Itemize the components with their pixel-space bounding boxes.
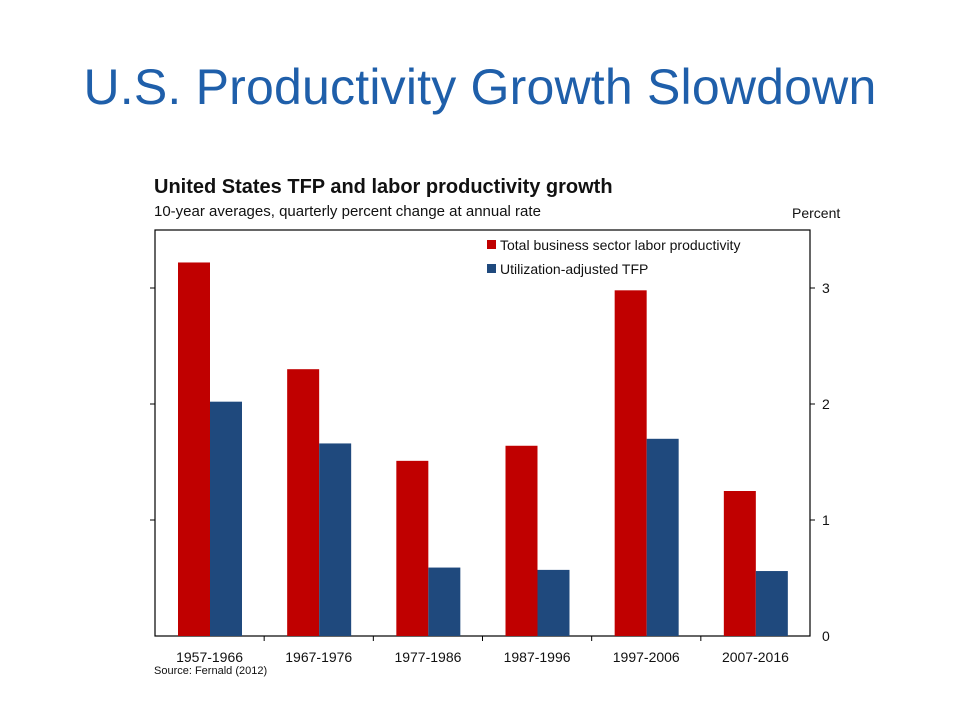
bar-tfp-1997-2006 [646,438,679,636]
bar-labor-productivity-1977-1986 [396,460,429,636]
y-tick-label: 3 [822,280,830,296]
y-tick-label: 2 [822,396,830,412]
x-axis: 1957-1966 1967-1976 1977-1986 1987-1996 1997… [176,636,789,665]
y-axis-unit-label: Percent [792,205,841,221]
bar-tfp-1987-1996 [537,569,570,636]
bar-labor-productivity-1967-1976 [287,369,320,636]
x-tick-label: 1977-1986 [394,649,461,665]
source-note: Source: Fernald (2012) [154,665,268,677]
x-tick-label: 1967-1976 [285,649,352,665]
x-tick-label: 2007-2016 [722,649,789,665]
x-tick-label: 1987-1996 [504,649,571,665]
bar-labor-productivity-2007-2016 [723,491,756,636]
legend: Total business sector labor productivity… [487,237,740,277]
plot-frame [154,229,811,637]
legend-label: Total business sector labor productivity [500,237,740,253]
bar-labor-productivity-1957-1966 [178,262,210,636]
legend-label: Utilization-adjusted TFP [500,261,648,277]
bar-tfp-1957-1966 [210,401,242,636]
bar-tfp-1977-1986 [428,567,461,636]
y-axis: 0 1 2 3 [150,280,830,644]
bar-labor-productivity-1997-2006 [614,290,647,636]
legend-swatch [487,264,496,273]
bar-tfp-1967-1976 [319,443,352,636]
bars-group [178,262,788,636]
y-tick-label: 0 [822,628,830,644]
y-tick-label: 1 [822,512,830,528]
x-tick-label: 1957-1966 [176,649,243,665]
chart-subtitle: 10-year averages, quarterly percent chan… [154,203,541,220]
x-tick-label: 1997-2006 [613,649,680,665]
legend-swatch [487,240,496,249]
bar-tfp-2007-2016 [755,571,788,636]
slide-title: U.S. Productivity Growth Slowdown [83,59,877,115]
bar-labor-productivity-1987-1996 [505,445,538,636]
chart-title: United States TFP and labor productivity… [154,176,613,198]
